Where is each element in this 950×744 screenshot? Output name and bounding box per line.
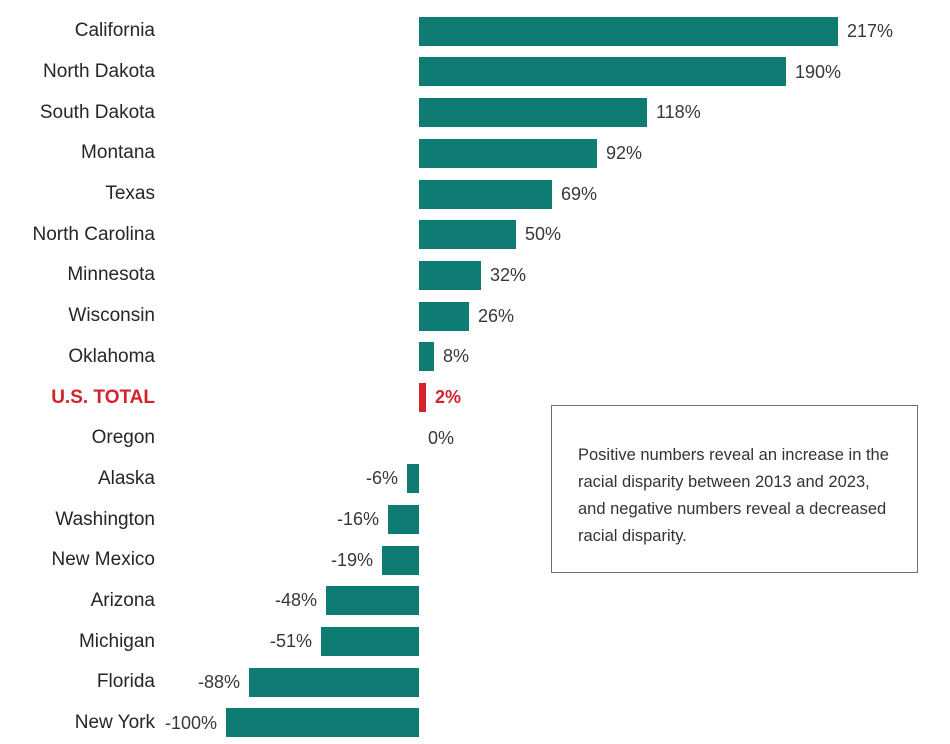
value-label: -100% <box>164 712 217 733</box>
bar-row: U.S. TOTAL 2% <box>0 377 950 418</box>
value-label: 0% <box>428 427 455 448</box>
category-label: California <box>74 20 155 42</box>
category-label: Washington <box>55 508 155 530</box>
category-label: New York <box>74 712 155 734</box>
bar-row: Montana 92% <box>0 133 950 174</box>
bar-row: North Carolina 50% <box>0 214 950 255</box>
value-label: 32% <box>490 264 527 285</box>
bar-row: Arizona -48% <box>0 581 950 622</box>
bar <box>326 586 419 616</box>
value-label: -51% <box>269 631 312 652</box>
category-label: Montana <box>81 142 155 164</box>
bar <box>419 382 426 412</box>
value-label: 69% <box>561 183 598 204</box>
bar-row: New Mexico -19% <box>0 540 950 581</box>
bar <box>419 16 838 46</box>
bar <box>419 342 434 372</box>
bar-row: Texas 69% <box>0 174 950 215</box>
bar-row: Wisconsin 26% <box>0 296 950 337</box>
category-label: Arizona <box>90 589 155 611</box>
bar-row: North Dakota 190% <box>0 52 950 93</box>
category-label: Texas <box>105 183 155 205</box>
category-label: Alaska <box>97 467 155 489</box>
value-label: -88% <box>197 671 240 692</box>
category-label: Michigan <box>78 630 155 652</box>
category-label: New Mexico <box>51 549 155 571</box>
bar-row: Oregon 0% <box>0 418 950 459</box>
bar <box>419 179 552 209</box>
category-label: Minnesota <box>67 264 155 286</box>
bar-row: South Dakota 118% <box>0 92 950 133</box>
bar-row: New York -100% <box>0 703 950 744</box>
value-label: 2% <box>435 387 462 408</box>
bar <box>226 708 419 738</box>
bar <box>419 260 481 290</box>
value-label: 50% <box>525 224 562 245</box>
value-label: 26% <box>478 305 515 326</box>
value-label: -6% <box>365 468 398 489</box>
category-label: Wisconsin <box>68 305 155 327</box>
bar-row: California 217% <box>0 11 950 52</box>
value-label: -19% <box>330 549 373 570</box>
bar <box>382 545 419 575</box>
bar-row: Oklahoma 8% <box>0 337 950 378</box>
bar <box>388 505 419 535</box>
category-label: U.S. TOTAL <box>51 386 155 408</box>
value-label: 92% <box>606 142 643 163</box>
value-label: 217% <box>847 20 894 41</box>
category-label: Oregon <box>91 427 155 449</box>
value-label: 8% <box>443 346 470 367</box>
bar <box>419 138 597 168</box>
bar-row: Alaska -6% <box>0 459 950 500</box>
bar <box>419 57 786 87</box>
bar-row: Michigan -51% <box>0 621 950 662</box>
bar <box>321 627 419 657</box>
value-label: 190% <box>795 61 842 82</box>
category-label: Florida <box>96 671 155 693</box>
value-label: -16% <box>336 509 379 530</box>
bar <box>419 301 469 331</box>
bar <box>407 464 419 494</box>
bar-row: Florida -88% <box>0 662 950 703</box>
category-label: North Carolina <box>32 223 156 245</box>
bar-row: Minnesota 32% <box>0 255 950 296</box>
value-label: -48% <box>274 590 317 611</box>
annotation-text: Positive numbers reveal an increase in t… <box>578 446 889 545</box>
bar-row: Washington -16% <box>0 499 950 540</box>
category-label: South Dakota <box>39 101 155 123</box>
bar <box>419 220 516 250</box>
category-label: Oklahoma <box>68 345 155 367</box>
category-label: North Dakota <box>43 61 155 83</box>
bar <box>419 98 647 128</box>
value-label: 118% <box>656 102 701 123</box>
annotation-box: Positive numbers reveal an increase in t… <box>551 405 918 573</box>
bar-rows: California 217% North Dakota 190% South Dako… <box>0 11 950 743</box>
bar <box>249 667 419 697</box>
